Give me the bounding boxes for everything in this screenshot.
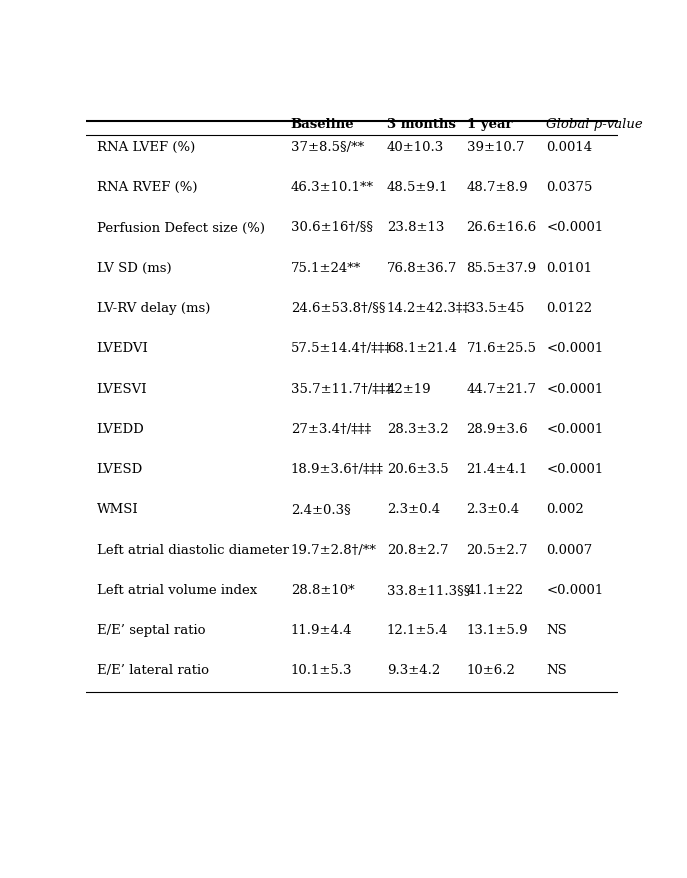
Text: 44.7±21.7: 44.7±21.7 (466, 382, 537, 395)
Text: 33.8±11.3§§: 33.8±11.3§§ (387, 583, 470, 596)
Text: 40±10.3: 40±10.3 (387, 140, 444, 154)
Text: 28.9±3.6: 28.9±3.6 (466, 422, 528, 435)
Text: 33.5±45: 33.5±45 (466, 302, 524, 314)
Text: LVESD: LVESD (96, 463, 143, 476)
Text: 2.3±0.4: 2.3±0.4 (387, 503, 440, 515)
Text: <0.0001: <0.0001 (546, 422, 604, 435)
Text: 85.5±37.9: 85.5±37.9 (466, 262, 537, 275)
Text: LV-RV delay (ms): LV-RV delay (ms) (96, 302, 210, 314)
Text: 42±19: 42±19 (387, 382, 431, 395)
Text: LVESVI: LVESVI (96, 382, 147, 395)
Text: 46.3±10.1**: 46.3±10.1** (291, 181, 374, 194)
Text: 19.7±2.8†/**: 19.7±2.8†/** (291, 543, 376, 556)
Text: 71.6±25.5: 71.6±25.5 (466, 342, 537, 355)
Text: E/E’ septal ratio: E/E’ septal ratio (96, 623, 205, 637)
Text: 0.0375: 0.0375 (546, 181, 593, 194)
Text: NS: NS (546, 664, 567, 677)
Text: 10±6.2: 10±6.2 (466, 664, 515, 677)
Text: 0.0007: 0.0007 (546, 543, 593, 556)
Text: 9.3±4.2: 9.3±4.2 (387, 664, 440, 677)
Text: <0.0001: <0.0001 (546, 382, 604, 395)
Text: 14.2±42.3‡‡: 14.2±42.3‡‡ (387, 302, 470, 314)
Text: LVEDD: LVEDD (96, 422, 144, 435)
Text: 20.8±2.7: 20.8±2.7 (387, 543, 448, 556)
Text: 24.6±53.8†/§§: 24.6±53.8†/§§ (291, 302, 385, 314)
Text: 0.0101: 0.0101 (546, 262, 593, 275)
Text: <0.0001: <0.0001 (546, 583, 604, 596)
Text: 2.3±0.4: 2.3±0.4 (466, 503, 519, 515)
Text: 75.1±24**: 75.1±24** (291, 262, 361, 275)
Text: 0.0014: 0.0014 (546, 140, 593, 154)
Text: 11.9±4.4: 11.9±4.4 (291, 623, 352, 637)
Text: LVEDVI: LVEDVI (96, 342, 148, 355)
Text: 10.1±5.3: 10.1±5.3 (291, 664, 352, 677)
Text: 28.3±3.2: 28.3±3.2 (387, 422, 449, 435)
Text: 57.5±14.4†/‡‡‡: 57.5±14.4†/‡‡‡ (291, 342, 392, 355)
Text: LV SD (ms): LV SD (ms) (96, 262, 171, 275)
Text: 18.9±3.6†/‡‡‡: 18.9±3.6†/‡‡‡ (291, 463, 384, 476)
Text: Left atrial volume index: Left atrial volume index (96, 583, 257, 596)
Text: RNA LVEF (%): RNA LVEF (%) (96, 140, 195, 154)
Text: E/E’ lateral ratio: E/E’ lateral ratio (96, 664, 209, 677)
Text: 30.6±16†/§§: 30.6±16†/§§ (291, 221, 373, 234)
Text: <0.0001: <0.0001 (546, 463, 604, 476)
Text: Left atrial diastolic diameter: Left atrial diastolic diameter (96, 543, 289, 556)
Text: 39±10.7: 39±10.7 (466, 140, 524, 154)
Text: 28.8±10*: 28.8±10* (291, 583, 354, 596)
Text: <0.0001: <0.0001 (546, 342, 604, 355)
Text: 20.5±2.7: 20.5±2.7 (466, 543, 528, 556)
Text: 13.1±5.9: 13.1±5.9 (466, 623, 528, 637)
Text: 35.7±11.7†/‡‡‡: 35.7±11.7†/‡‡‡ (291, 382, 392, 395)
Text: 76.8±36.7: 76.8±36.7 (387, 262, 457, 275)
Text: Baseline: Baseline (291, 118, 354, 131)
Text: 20.6±3.5: 20.6±3.5 (387, 463, 449, 476)
Text: 0.0122: 0.0122 (546, 302, 593, 314)
Text: 23.8±13: 23.8±13 (387, 221, 444, 234)
Text: NS: NS (546, 623, 567, 637)
Text: Perfusion Defect size (%): Perfusion Defect size (%) (96, 221, 264, 234)
Text: 21.4±4.1: 21.4±4.1 (466, 463, 528, 476)
Text: 48.7±8.9: 48.7±8.9 (466, 181, 528, 194)
Text: 0.002: 0.002 (546, 503, 584, 515)
Text: 26.6±16.6: 26.6±16.6 (466, 221, 537, 234)
Text: 41.1±22: 41.1±22 (466, 583, 523, 596)
Text: 48.5±9.1: 48.5±9.1 (387, 181, 448, 194)
Text: Global p-value: Global p-value (546, 118, 643, 131)
Text: 2.4±0.3§: 2.4±0.3§ (291, 503, 350, 515)
Text: <0.0001: <0.0001 (546, 221, 604, 234)
Text: 12.1±5.4: 12.1±5.4 (387, 623, 448, 637)
Text: 1 year: 1 year (466, 118, 512, 131)
Text: 3 months: 3 months (387, 118, 455, 131)
Text: 37±8.5§/**: 37±8.5§/** (291, 140, 364, 154)
Text: RNA RVEF (%): RNA RVEF (%) (96, 181, 197, 194)
Text: 27±3.4†/‡‡‡: 27±3.4†/‡‡‡ (291, 422, 371, 435)
Text: WMSI: WMSI (96, 503, 138, 515)
Text: 68.1±21.4: 68.1±21.4 (387, 342, 457, 355)
